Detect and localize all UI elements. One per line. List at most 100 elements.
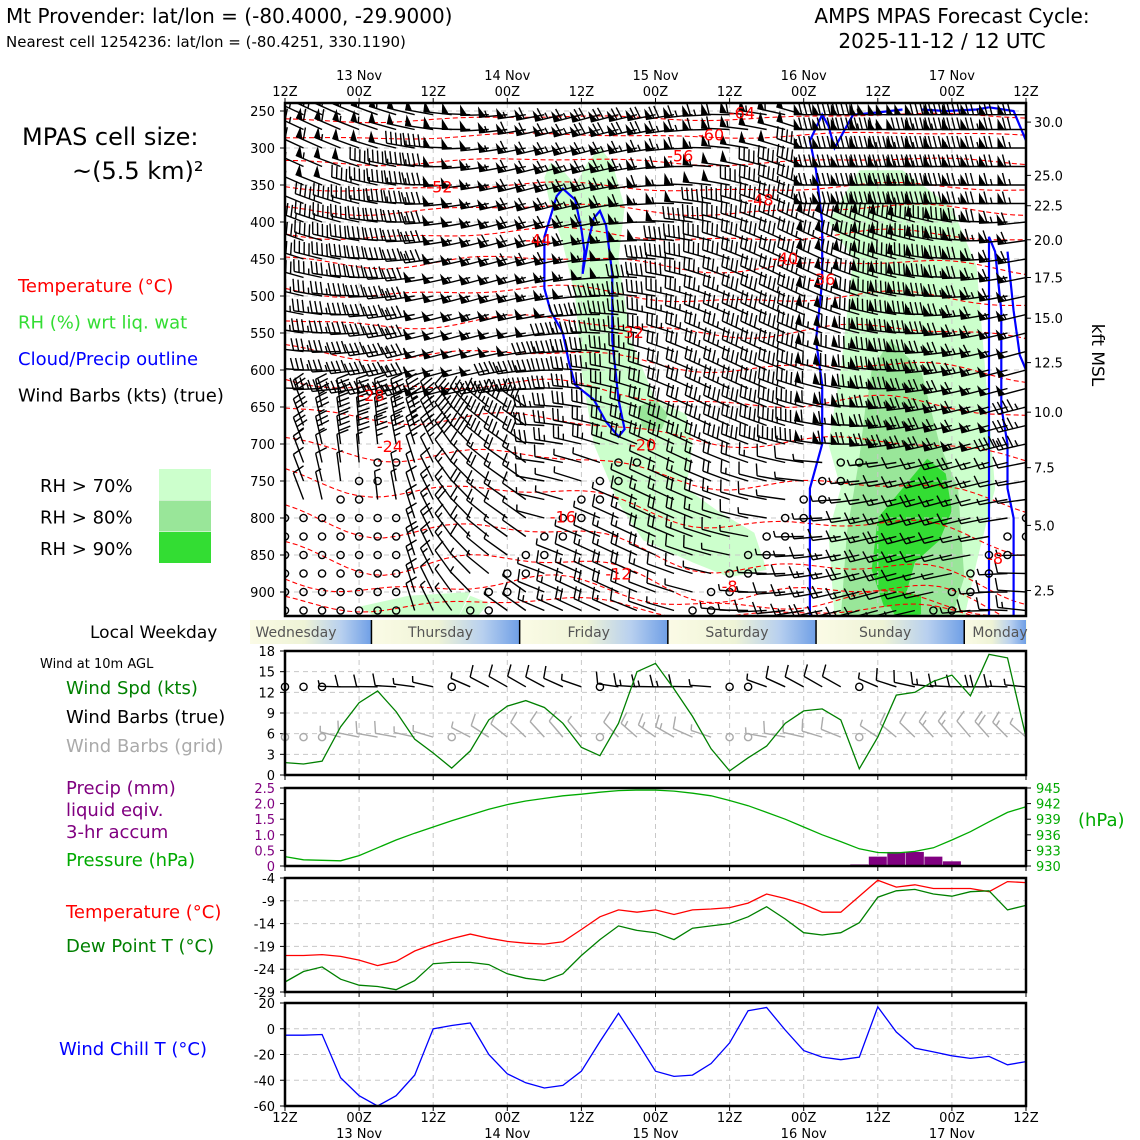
barb-staff <box>479 295 508 304</box>
barb-tick <box>573 512 577 526</box>
calm-marker <box>854 458 864 467</box>
barb-tick <box>909 103 914 115</box>
barb-half <box>422 547 428 553</box>
barb-tick <box>725 103 729 114</box>
barb-tick <box>860 336 864 350</box>
temperature-contour <box>285 203 1026 217</box>
barb-flag <box>423 155 431 167</box>
barb-half <box>495 365 500 372</box>
barb-staff <box>960 517 990 525</box>
barb-half <box>907 536 912 543</box>
barb-flag <box>941 137 949 148</box>
barb-flag <box>606 125 617 136</box>
barb-tick <box>853 135 858 149</box>
barb-tick <box>459 381 467 394</box>
temperature-contour-label: -64 <box>729 103 755 122</box>
barb-staff <box>285 176 304 186</box>
barb-staff <box>292 472 305 500</box>
barb-half <box>716 284 719 292</box>
barb-tick <box>355 284 360 297</box>
barb-tick <box>371 362 379 375</box>
barb-tick <box>839 201 844 214</box>
barb-tick <box>721 290 726 303</box>
temperature-contour-label: -32 <box>618 323 644 342</box>
barb-staff <box>775 572 804 577</box>
barb-tick <box>858 135 863 149</box>
calm-marker <box>391 606 401 615</box>
barb-staff <box>775 554 804 558</box>
calm-marker <box>595 476 605 486</box>
cell-size-value: ~(5.5 km)² <box>72 157 204 185</box>
barb-half <box>1008 197 1012 204</box>
barb-tick <box>437 378 447 389</box>
barb-flag <box>664 172 672 185</box>
barb-tick <box>344 343 351 356</box>
barb-tick <box>753 315 758 328</box>
barb-half <box>422 529 428 535</box>
barb-tick <box>593 335 596 348</box>
barb-flag <box>941 287 949 299</box>
barb-flag <box>607 195 616 207</box>
barb-tick <box>807 528 814 541</box>
barb-tick <box>628 493 633 507</box>
barb-flag <box>477 199 487 210</box>
barb-staff <box>498 202 526 212</box>
barb-tick <box>806 586 814 599</box>
barb-tick <box>908 340 914 354</box>
barb-tick <box>889 378 896 391</box>
barb-tick <box>871 396 877 409</box>
barb-tick <box>532 409 536 423</box>
barb-tick <box>308 186 312 199</box>
barb-tick <box>837 354 840 367</box>
barb-tick <box>830 567 838 580</box>
barb-tick <box>904 206 907 220</box>
barb-tick <box>649 155 655 169</box>
barb-tick <box>499 253 507 265</box>
barb-tick <box>637 713 644 726</box>
barb-tick <box>374 410 387 417</box>
barb-tick <box>743 201 747 214</box>
barb-staff <box>510 722 527 738</box>
barb-half <box>562 127 568 134</box>
barb-tick <box>555 197 563 209</box>
barb-staff <box>483 537 508 556</box>
barb-tick <box>726 347 730 361</box>
barb-tick <box>946 227 951 240</box>
barb-flag <box>476 237 487 248</box>
barb-flag <box>421 385 431 396</box>
barb-staff <box>793 535 823 540</box>
calm-marker <box>354 569 364 578</box>
barb-tick <box>855 336 859 349</box>
barb-tick <box>956 599 962 612</box>
barb-staff <box>405 435 416 463</box>
barb-tick <box>956 154 961 167</box>
barb-tick <box>776 126 779 139</box>
barb-half <box>922 719 927 726</box>
barb-tick <box>803 664 809 677</box>
barb-staff <box>479 165 508 173</box>
barb-flag <box>830 413 838 425</box>
barb-flag <box>875 103 883 115</box>
barb-flag <box>923 155 931 167</box>
barb-tick <box>711 240 714 254</box>
temperature-contour-label: -40 <box>772 249 798 268</box>
barb-tick <box>701 478 705 491</box>
barb-half <box>1008 141 1012 149</box>
barb-flag <box>663 138 672 150</box>
barb-staff <box>886 252 915 260</box>
barb-tick <box>862 222 866 236</box>
barb-tick <box>374 378 387 385</box>
barb-half <box>559 575 562 583</box>
barb-tick <box>351 225 355 239</box>
barb-staff <box>375 684 397 688</box>
barb-half <box>506 442 510 450</box>
barb-half <box>907 481 912 488</box>
barb-tick <box>570 371 573 384</box>
barb-half <box>870 573 875 580</box>
barb-half <box>698 413 701 420</box>
barb-staff <box>442 332 471 342</box>
barb-tick <box>744 348 748 361</box>
barb-flag <box>903 420 913 432</box>
barb-half <box>759 607 763 614</box>
barb-flag <box>940 364 950 376</box>
